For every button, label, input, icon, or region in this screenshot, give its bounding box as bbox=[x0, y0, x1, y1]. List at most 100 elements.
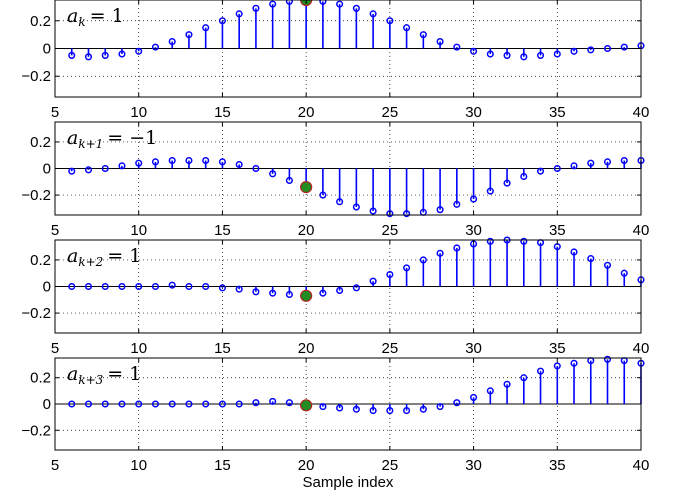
stem-marker bbox=[503, 179, 511, 187]
stem-marker bbox=[319, 0, 327, 5]
stem-marker bbox=[135, 282, 143, 291]
stem-marker bbox=[185, 156, 193, 165]
stem-panel-4: 5 10 15 20 25 30 35 40 0.2 0 −0.2 ak+3 = 1 Sample ind… bbox=[21, 355, 650, 491]
stem-marker bbox=[352, 284, 360, 292]
y-tick-label: 0.2 bbox=[30, 370, 51, 387]
stem-marker bbox=[553, 50, 561, 58]
stem-marker bbox=[68, 167, 76, 175]
stem-marker bbox=[570, 162, 578, 170]
stem-marker bbox=[168, 400, 176, 408]
y-tick-label: 0.2 bbox=[30, 252, 51, 269]
stem-marker bbox=[520, 237, 528, 245]
stem-marker bbox=[486, 187, 494, 195]
stem-marker bbox=[520, 172, 528, 181]
y-tick-label: 0 bbox=[43, 396, 51, 413]
stem-marker bbox=[285, 176, 293, 185]
stem-marker bbox=[285, 399, 293, 407]
stem-marker bbox=[369, 277, 377, 285]
stem-marker bbox=[118, 50, 126, 58]
x-tick-label: 30 bbox=[465, 457, 482, 474]
stem-marker bbox=[587, 159, 595, 167]
stem-marker bbox=[235, 400, 243, 408]
stem-marker bbox=[168, 156, 176, 165]
stem-marker bbox=[118, 162, 126, 170]
x-tick-label: 35 bbox=[549, 457, 566, 474]
stem-marker bbox=[218, 284, 226, 292]
stem-marker bbox=[84, 400, 93, 408]
stem-marker bbox=[520, 53, 528, 61]
stem-marker bbox=[436, 38, 444, 46]
x-tick-label: 40 bbox=[633, 104, 650, 121]
stem-marker bbox=[336, 0, 344, 8]
stem-marker bbox=[218, 158, 226, 166]
x-tick-label: 25 bbox=[382, 222, 399, 239]
x-tick-label: 20 bbox=[298, 340, 315, 357]
stem-marker bbox=[135, 400, 143, 408]
stem-marker bbox=[336, 286, 344, 295]
stem-marker bbox=[352, 4, 360, 12]
y-tick-label: −0.2 bbox=[21, 187, 51, 204]
stem-marker bbox=[235, 160, 243, 169]
stem-marker bbox=[553, 164, 561, 173]
stem-marker bbox=[68, 51, 76, 59]
highlight-marker bbox=[300, 399, 313, 412]
stem-marker bbox=[185, 282, 193, 291]
stem-marker bbox=[252, 164, 260, 173]
stem-marker bbox=[151, 43, 160, 51]
stem-marker bbox=[252, 399, 260, 407]
stem-marker bbox=[553, 362, 561, 370]
stem-marker bbox=[151, 400, 160, 408]
stem-marker bbox=[386, 407, 394, 415]
stem-marker bbox=[352, 203, 360, 211]
x-tick-label: 10 bbox=[130, 340, 147, 357]
panel-label: ak = 1 bbox=[67, 5, 124, 29]
x-tick-label: 15 bbox=[214, 222, 231, 239]
stem-marker bbox=[587, 255, 595, 263]
x-tick-label: 30 bbox=[465, 104, 482, 121]
stem-marker bbox=[587, 46, 595, 54]
stem-marker bbox=[419, 405, 427, 413]
stem-marker bbox=[419, 31, 427, 39]
x-tick-label: 5 bbox=[51, 340, 59, 357]
x-axis-label: Sample index bbox=[303, 474, 394, 491]
x-tick-label: 25 bbox=[382, 340, 399, 357]
stem-marker bbox=[386, 17, 394, 25]
stem-marker bbox=[536, 167, 545, 175]
stem-marker bbox=[336, 198, 344, 206]
stem-marker bbox=[84, 166, 93, 174]
stem-marker bbox=[185, 31, 193, 39]
stem-marker bbox=[118, 282, 126, 291]
stem-marker bbox=[403, 210, 411, 218]
stem-marker bbox=[570, 47, 578, 55]
y-tick-label: −0.2 bbox=[21, 422, 51, 439]
x-tick-label: 20 bbox=[298, 222, 315, 239]
x-tick-label: 20 bbox=[298, 104, 315, 121]
x-tick-label: 35 bbox=[549, 340, 566, 357]
stem-marker bbox=[319, 289, 327, 297]
stem-marker bbox=[603, 44, 612, 53]
y-tick-label: −0.2 bbox=[21, 68, 51, 85]
y-tick-label: 0 bbox=[43, 41, 51, 58]
stem-marker bbox=[269, 0, 277, 8]
stem-marker bbox=[603, 158, 612, 166]
x-tick-label: 25 bbox=[382, 457, 399, 474]
stem-marker bbox=[386, 270, 394, 279]
x-tick-label: 15 bbox=[214, 457, 231, 474]
stem-marker bbox=[536, 367, 545, 375]
stem-marker bbox=[536, 51, 545, 59]
stem-marker bbox=[503, 380, 511, 388]
panel-label: ak+2 = 1 bbox=[67, 245, 141, 269]
stem-marker bbox=[285, 290, 293, 299]
stem-marker bbox=[470, 47, 478, 55]
stem-panel-2: 5 10 15 20 25 30 35 40 0.2 0 −0.2 ak+1 = −1 bbox=[21, 121, 650, 239]
y-tick-label: 0 bbox=[43, 279, 51, 296]
stem-marker bbox=[570, 248, 578, 256]
stem-marker bbox=[369, 207, 377, 215]
stem-marker bbox=[403, 407, 411, 415]
stem-marker bbox=[436, 403, 444, 411]
x-tick-label: 40 bbox=[633, 222, 650, 239]
x-tick-label: 40 bbox=[633, 457, 650, 474]
stem-marker bbox=[470, 195, 478, 203]
stem-marker bbox=[570, 359, 578, 367]
stem-marker bbox=[403, 264, 411, 272]
